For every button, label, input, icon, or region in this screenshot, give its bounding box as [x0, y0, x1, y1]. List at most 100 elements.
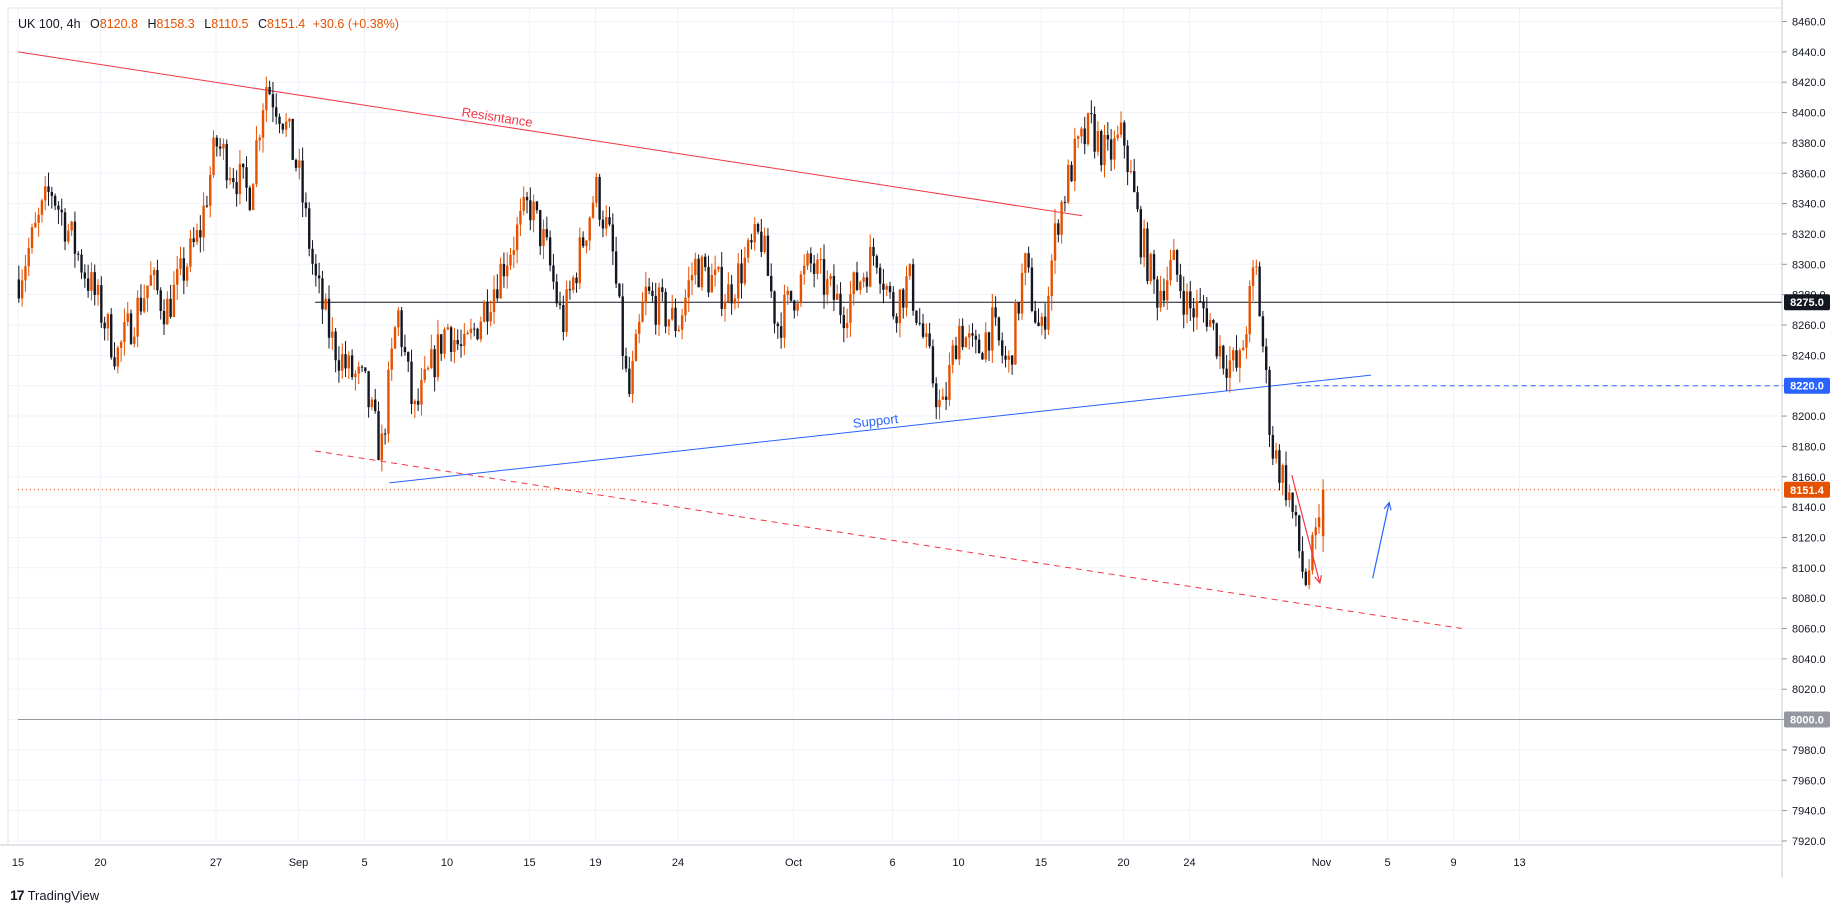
price-tick-label: 8340.0 — [1792, 199, 1826, 211]
candle-body — [1307, 570, 1311, 585]
candle-body — [1301, 551, 1304, 572]
candle-body — [829, 275, 832, 280]
candle-body — [374, 399, 377, 412]
candle-body — [502, 263, 506, 277]
price-tag-label: 8220.0 — [1790, 381, 1824, 393]
symbol-label[interactable]: UK 100, 4h — [18, 17, 81, 31]
candle-body — [786, 290, 789, 295]
price-tags: 8275.0 8220.0 8151.4 8000.0 — [1784, 294, 1830, 728]
low-label: L — [204, 17, 212, 31]
candle-body — [1195, 301, 1199, 318]
candle-body — [839, 293, 842, 316]
candle-body — [1205, 308, 1209, 327]
candle-body — [588, 217, 591, 241]
candle-body — [116, 347, 120, 367]
price-tick-label: 7920.0 — [1792, 836, 1826, 848]
candle-body — [885, 286, 888, 290]
candle-body — [737, 263, 740, 299]
candle-body — [129, 313, 133, 344]
candle-body — [1228, 360, 1232, 378]
candle-body — [423, 369, 426, 380]
candle-body — [47, 186, 50, 192]
price-tag — [1784, 711, 1830, 728]
candle-body — [783, 294, 786, 338]
candle-body — [951, 345, 954, 366]
change-value: +30.6 (+0.38%) — [312, 17, 399, 31]
candle-body — [892, 292, 895, 317]
candle-body — [235, 182, 238, 195]
candle-body — [941, 396, 945, 400]
arrow-head — [1383, 501, 1392, 511]
candle-body — [1083, 128, 1086, 145]
price-tick-label: 8060.0 — [1792, 624, 1826, 636]
tradingview-brand[interactable]: 17 TradingView — [10, 887, 99, 903]
candle-body — [819, 258, 822, 260]
candle-body — [133, 336, 136, 344]
candle-body — [1001, 340, 1004, 356]
candle-body — [598, 177, 601, 220]
candle-body — [298, 160, 301, 168]
candle-body — [317, 275, 321, 279]
candle-body — [1159, 290, 1162, 308]
candle-body — [1291, 492, 1294, 512]
price-tick-label: 8300.0 — [1792, 259, 1826, 271]
candle-body — [1004, 355, 1007, 360]
chart-grid — [8, 8, 1782, 843]
candle-body — [793, 300, 796, 311]
candle-body — [1017, 302, 1020, 314]
price-tag-label: 8275.0 — [1790, 297, 1824, 309]
candle-body — [710, 274, 714, 293]
candle-body — [954, 345, 958, 360]
candle-body — [776, 323, 780, 327]
candle-body — [836, 293, 839, 300]
candle-body — [1251, 267, 1255, 287]
candle-body — [657, 287, 661, 325]
candle-body — [806, 253, 809, 266]
candle-body — [895, 316, 898, 324]
candle-body — [195, 230, 199, 243]
candle-body — [1281, 465, 1284, 483]
candle-body — [964, 337, 968, 348]
candle-body — [218, 146, 222, 149]
candle-body — [1185, 291, 1189, 315]
candle-body — [1304, 571, 1308, 585]
candle-body — [733, 298, 737, 304]
candle-body — [242, 163, 245, 168]
tradingview-logo-icon: 17 — [10, 887, 25, 903]
candle-body — [601, 219, 605, 229]
candle-body — [522, 196, 525, 211]
candle-body — [888, 286, 892, 293]
candle-body — [387, 369, 390, 434]
price-tick-label: 8100.0 — [1792, 563, 1826, 575]
candle-body — [308, 208, 311, 249]
candle-body — [1020, 272, 1024, 314]
arrows — [1291, 475, 1392, 585]
price-tick-label: 8080.0 — [1792, 593, 1826, 605]
candle-body — [443, 329, 446, 354]
candle-body — [1258, 266, 1261, 317]
candle-body — [1255, 266, 1258, 268]
candle-body — [126, 313, 129, 322]
candle-body — [232, 178, 235, 183]
price-tick-label: 8020.0 — [1792, 684, 1826, 696]
candle-body — [535, 201, 539, 211]
candle-body — [215, 137, 219, 147]
time-tick-label: 5 — [361, 857, 367, 869]
close-label: C — [257, 17, 268, 31]
candle-body — [1139, 209, 1143, 258]
candle-body — [684, 297, 687, 316]
candle-body — [948, 365, 951, 400]
candle-body — [30, 227, 34, 249]
candle-body — [393, 327, 397, 349]
candle-body — [370, 399, 374, 408]
candle-body — [915, 310, 918, 323]
candle-body — [634, 333, 638, 362]
candle-body — [77, 253, 80, 255]
candle-body — [654, 295, 657, 325]
time-tick-label: 19 — [589, 857, 601, 869]
candle-body — [73, 221, 77, 254]
candle-body — [486, 301, 489, 322]
candle-body — [334, 331, 337, 361]
candle-body — [1238, 350, 1242, 368]
